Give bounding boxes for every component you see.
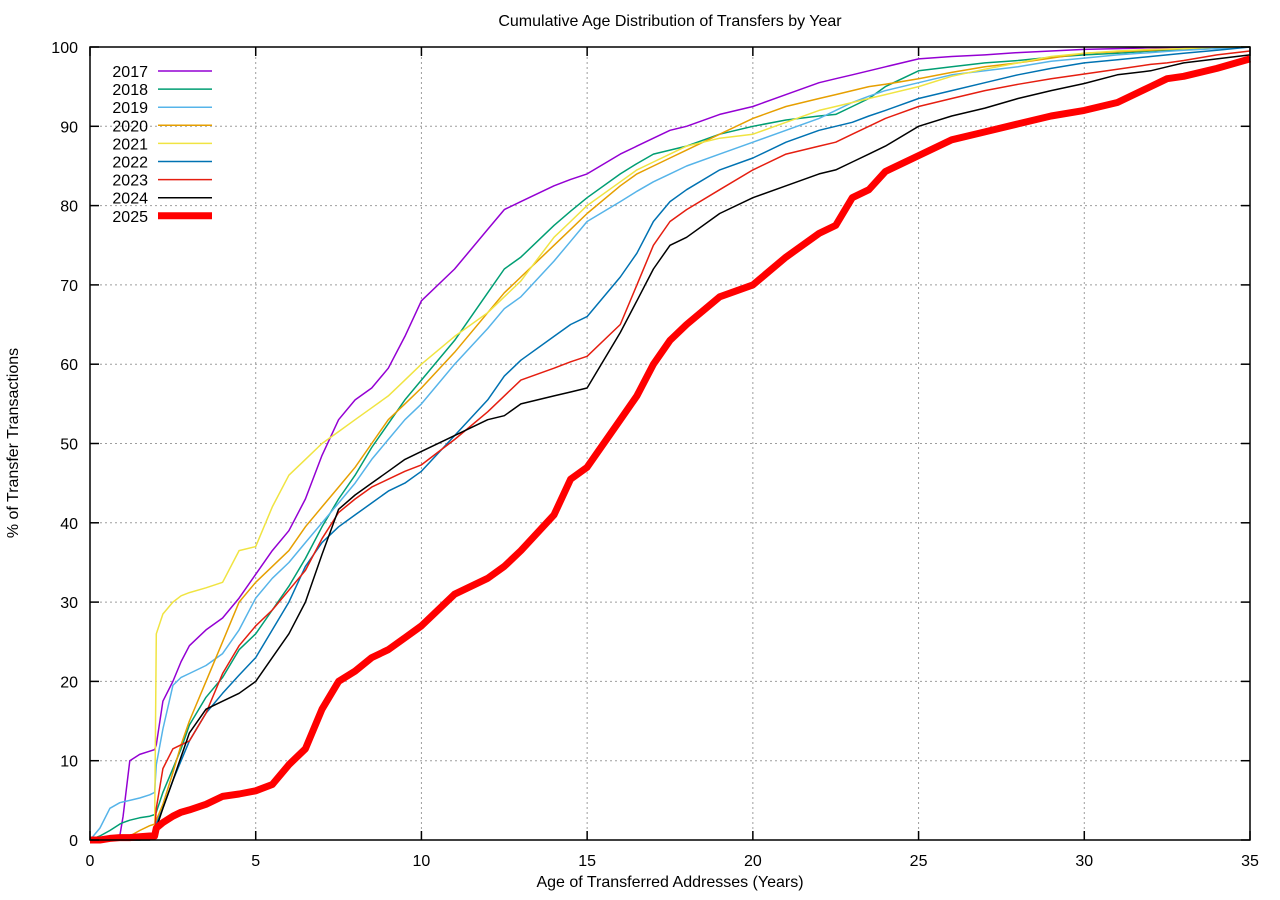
series-line-2025 bbox=[90, 55, 1251, 844]
series-line-2020 bbox=[90, 46, 1250, 841]
x-tick-label: 35 bbox=[1241, 853, 1259, 870]
legend-label-2025: 2025 bbox=[112, 209, 148, 226]
x-tick-label: 25 bbox=[910, 853, 928, 870]
series-line-2021 bbox=[90, 46, 1250, 841]
x-tick-label: 5 bbox=[251, 853, 260, 870]
legend-label-2018: 2018 bbox=[112, 82, 148, 99]
y-tick-label: 100 bbox=[51, 40, 78, 57]
x-tick-label: 0 bbox=[86, 853, 95, 870]
legend-label-2017: 2017 bbox=[112, 64, 148, 81]
y-tick-label: 0 bbox=[69, 833, 78, 850]
series-line-2017 bbox=[90, 46, 1250, 841]
y-tick-label: 60 bbox=[60, 357, 78, 374]
legend-label-2019: 2019 bbox=[112, 100, 148, 117]
y-tick-label: 30 bbox=[60, 595, 78, 612]
y-tick-label: 70 bbox=[60, 278, 78, 295]
legend-label-2024: 2024 bbox=[112, 191, 148, 208]
y-tick-label: 90 bbox=[60, 119, 78, 136]
chart-title: Cumulative Age Distribution of Transfers… bbox=[498, 13, 842, 30]
y-tick-label: 50 bbox=[60, 437, 78, 454]
series-line-2018 bbox=[89, 46, 1250, 841]
x-tick-label: 20 bbox=[744, 853, 762, 870]
legend-label-2023: 2023 bbox=[112, 173, 148, 190]
series-line-2023 bbox=[90, 50, 1251, 841]
y-tick-label: 80 bbox=[60, 199, 78, 216]
series-line-2024 bbox=[90, 54, 1251, 841]
x-tick-label: 10 bbox=[413, 853, 431, 870]
x-axis-label: Age of Transferred Addresses (Years) bbox=[536, 874, 803, 891]
legend-label-2022: 2022 bbox=[112, 155, 148, 172]
y-tick-label: 40 bbox=[60, 516, 78, 533]
y-tick-label: 20 bbox=[60, 674, 78, 691]
series-line-2019 bbox=[89, 46, 1251, 841]
y-tick-label: 10 bbox=[60, 754, 78, 771]
legend-label-2020: 2020 bbox=[112, 118, 148, 135]
y-axis-label: % of Transfer Transactions bbox=[5, 348, 22, 538]
legend-label-2021: 2021 bbox=[112, 136, 148, 153]
x-tick-label: 15 bbox=[578, 853, 596, 870]
x-tick-label: 30 bbox=[1075, 853, 1093, 870]
